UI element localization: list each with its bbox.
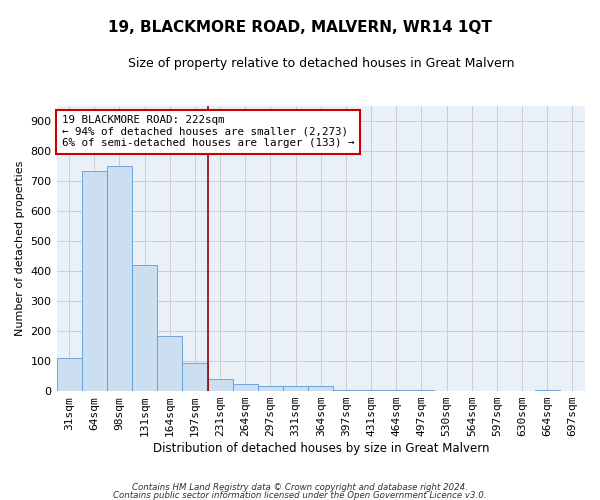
Text: 19 BLACKMORE ROAD: 222sqm
← 94% of detached houses are smaller (2,273)
6% of sem: 19 BLACKMORE ROAD: 222sqm ← 94% of detac…: [62, 115, 355, 148]
Bar: [56, 358, 82, 391]
Bar: [233, 384, 258, 391]
Y-axis label: Number of detached properties: Number of detached properties: [15, 161, 25, 336]
Bar: [208, 379, 233, 391]
Bar: [157, 336, 182, 391]
Bar: [283, 386, 308, 391]
Text: 19, BLACKMORE ROAD, MALVERN, WR14 1QT: 19, BLACKMORE ROAD, MALVERN, WR14 1QT: [108, 20, 492, 35]
Text: Contains HM Land Registry data © Crown copyright and database right 2024.: Contains HM Land Registry data © Crown c…: [132, 484, 468, 492]
Bar: [132, 265, 157, 391]
Bar: [182, 362, 208, 391]
X-axis label: Distribution of detached houses by size in Great Malvern: Distribution of detached houses by size …: [152, 442, 489, 455]
Title: Size of property relative to detached houses in Great Malvern: Size of property relative to detached ho…: [128, 58, 514, 70]
Bar: [82, 171, 107, 391]
Bar: [334, 390, 359, 391]
Bar: [308, 386, 334, 391]
Bar: [107, 166, 132, 391]
Bar: [258, 386, 283, 391]
Bar: [409, 390, 434, 391]
Bar: [359, 390, 383, 391]
Bar: [383, 390, 409, 391]
Bar: [535, 390, 560, 391]
Text: Contains public sector information licensed under the Open Government Licence v3: Contains public sector information licen…: [113, 490, 487, 500]
